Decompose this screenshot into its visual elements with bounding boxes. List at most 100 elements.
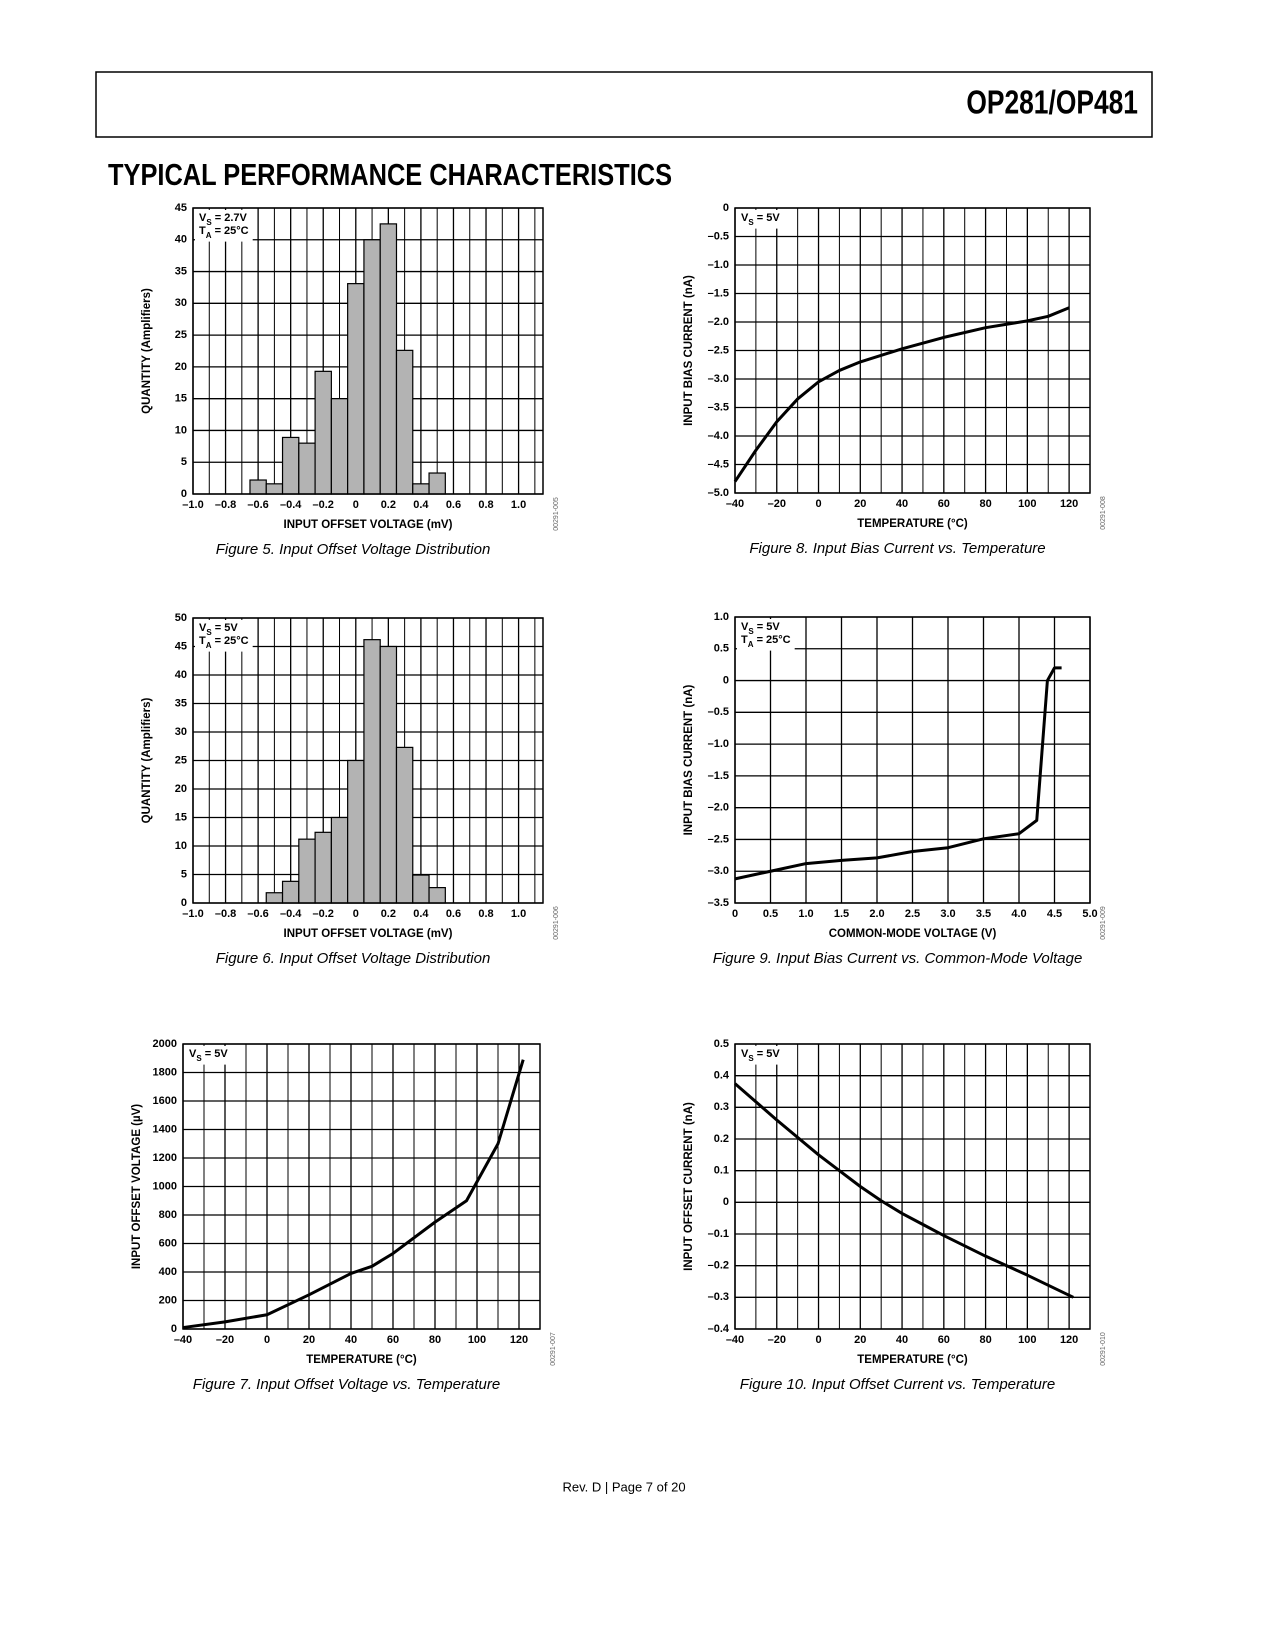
x-tick-label: 40 [345,1334,357,1346]
y-tick-label: –3.0 [708,373,729,385]
annotation-background [737,210,785,229]
annotation-symbol: V [741,621,749,633]
y-tick-label: 0 [181,488,187,500]
annotation-text: = 5V [754,621,781,633]
x-tick-label: 100 [1018,498,1036,510]
x-tick-label: 0.2 [381,499,396,511]
x-tick-label: 4.5 [1047,908,1062,920]
annotation-background [195,210,253,242]
y-tick-label: 0 [171,1323,177,1335]
y-tick-label: 0 [181,897,187,909]
header-box [95,71,1153,138]
annotation: VS = 5V [741,621,780,636]
x-tick-label: 0 [353,908,359,920]
bar [314,370,332,495]
x-tick-label: 3.0 [940,908,955,920]
y-tick-label: 1400 [153,1123,177,1135]
y-tick-label: 20 [175,361,187,373]
y-tick-label: 0 [723,202,729,214]
bar [347,283,365,495]
bar [347,759,365,904]
footer: Rev. D | Page 7 of 20 [562,1479,685,1494]
chart: –1.0 –0.8 –0.6 –0.4 –0.2 0 0.2 0.4 0.6 0.8 1.0 0 5 10… [141,612,560,967]
y-tick-label: 0 [723,674,729,686]
annotation: VS = 5V [199,622,238,637]
annotation-subscript: S [196,1054,202,1063]
figure-id: 00291-006 [553,906,560,940]
x-tick-label: 0 [815,498,821,510]
y-tick-label: –3.0 [708,865,729,877]
x-tick-label: –20 [768,498,786,510]
y-tick-label: 1800 [153,1066,177,1078]
y-tick-label: 50 [175,612,187,624]
x-tick-label: 120 [510,1334,528,1346]
x-axis-label: TEMPERATURE (°C) [306,1354,417,1366]
x-tick-label: 4.0 [1011,908,1026,920]
y-tick-label: –1.0 [708,738,729,750]
bar [281,436,300,495]
figure-id: 00291-009 [1100,906,1107,940]
y-tick-label: 0 [723,1196,729,1208]
annotation-text: = 5V [754,212,781,224]
x-tick-label: 0.4 [413,908,429,920]
bar [330,816,349,904]
y-tick-label: 0.5 [714,643,729,655]
bar [379,645,398,904]
bar [249,479,267,495]
x-tick-label: 80 [979,1334,991,1346]
bar [330,398,349,495]
y-tick-label: –3.5 [708,401,729,413]
x-tick-label: 20 [854,498,866,510]
annotation-symbol: V [741,212,749,224]
plot-frame [182,1043,541,1330]
x-tick-label: –0.2 [313,499,334,511]
x-tick-label: –40 [726,498,744,510]
y-axis-label: QUANTITY (Amplifiers) [141,698,153,824]
y-tick-label: 45 [175,640,187,652]
x-tick-label: –40 [174,1334,192,1346]
chart: 0 0.5 1.0 1.5 2.0 2.5 3.0 3.5 4.0 4.5 5.0 1.0 0.5 0 –0… [683,611,1107,967]
x-tick-label: 0.4 [413,499,429,511]
annotation-background [185,1046,233,1065]
x-tick-label: 2.0 [869,908,884,920]
x-tick-label: 1.0 [798,908,813,920]
annotation-symbol: V [199,212,207,224]
annotation-subscript: A [206,231,212,240]
y-axis-label: INPUT BIAS CURRENT (nA) [683,275,695,426]
y-tick-label: 1000 [153,1180,177,1192]
y-axis-label: INPUT BIAS CURRENT (nA) [683,684,695,835]
x-tick-label: –0.6 [247,499,268,511]
x-tick-label: 0 [264,1334,270,1346]
x-tick-label: 120 [1060,1334,1078,1346]
annotation-subscript: S [748,627,754,636]
y-tick-label: 600 [159,1237,177,1249]
x-tick-label: –0.4 [280,908,302,920]
bar [363,639,381,904]
plot-frame [734,1043,1091,1330]
y-tick-label: 800 [159,1209,177,1221]
x-tick-label: –20 [768,1334,786,1346]
x-tick-label: 1.5 [834,908,849,920]
annotation-text: = 25°C [754,634,791,646]
annotation-subscript: A [748,640,754,649]
bar [265,483,284,495]
figure-caption: Figure 7. Input Offset Voltage vs. Tempe… [193,1376,500,1393]
x-tick-label: –0.4 [280,499,302,511]
x-axis-label: TEMPERATURE (°C) [857,1354,968,1366]
annotation-text: = 25°C [212,225,249,237]
data-line [182,1059,525,1330]
y-tick-label: –2.5 [708,833,729,845]
plot-frame [734,207,1091,494]
x-axis-label: INPUT OFFSET VOLTAGE (mV) [284,519,453,531]
x-tick-label: –1.0 [182,908,203,920]
x-tick-label: 100 [1018,1334,1036,1346]
x-tick-label: –0.2 [313,908,334,920]
figure-caption: Figure 6. Input Offset Voltage Distribut… [216,950,491,967]
annotation-text: = 5V [754,1048,781,1060]
y-tick-label: 35 [175,265,187,277]
annotation-text: = 2.7V [212,212,248,224]
